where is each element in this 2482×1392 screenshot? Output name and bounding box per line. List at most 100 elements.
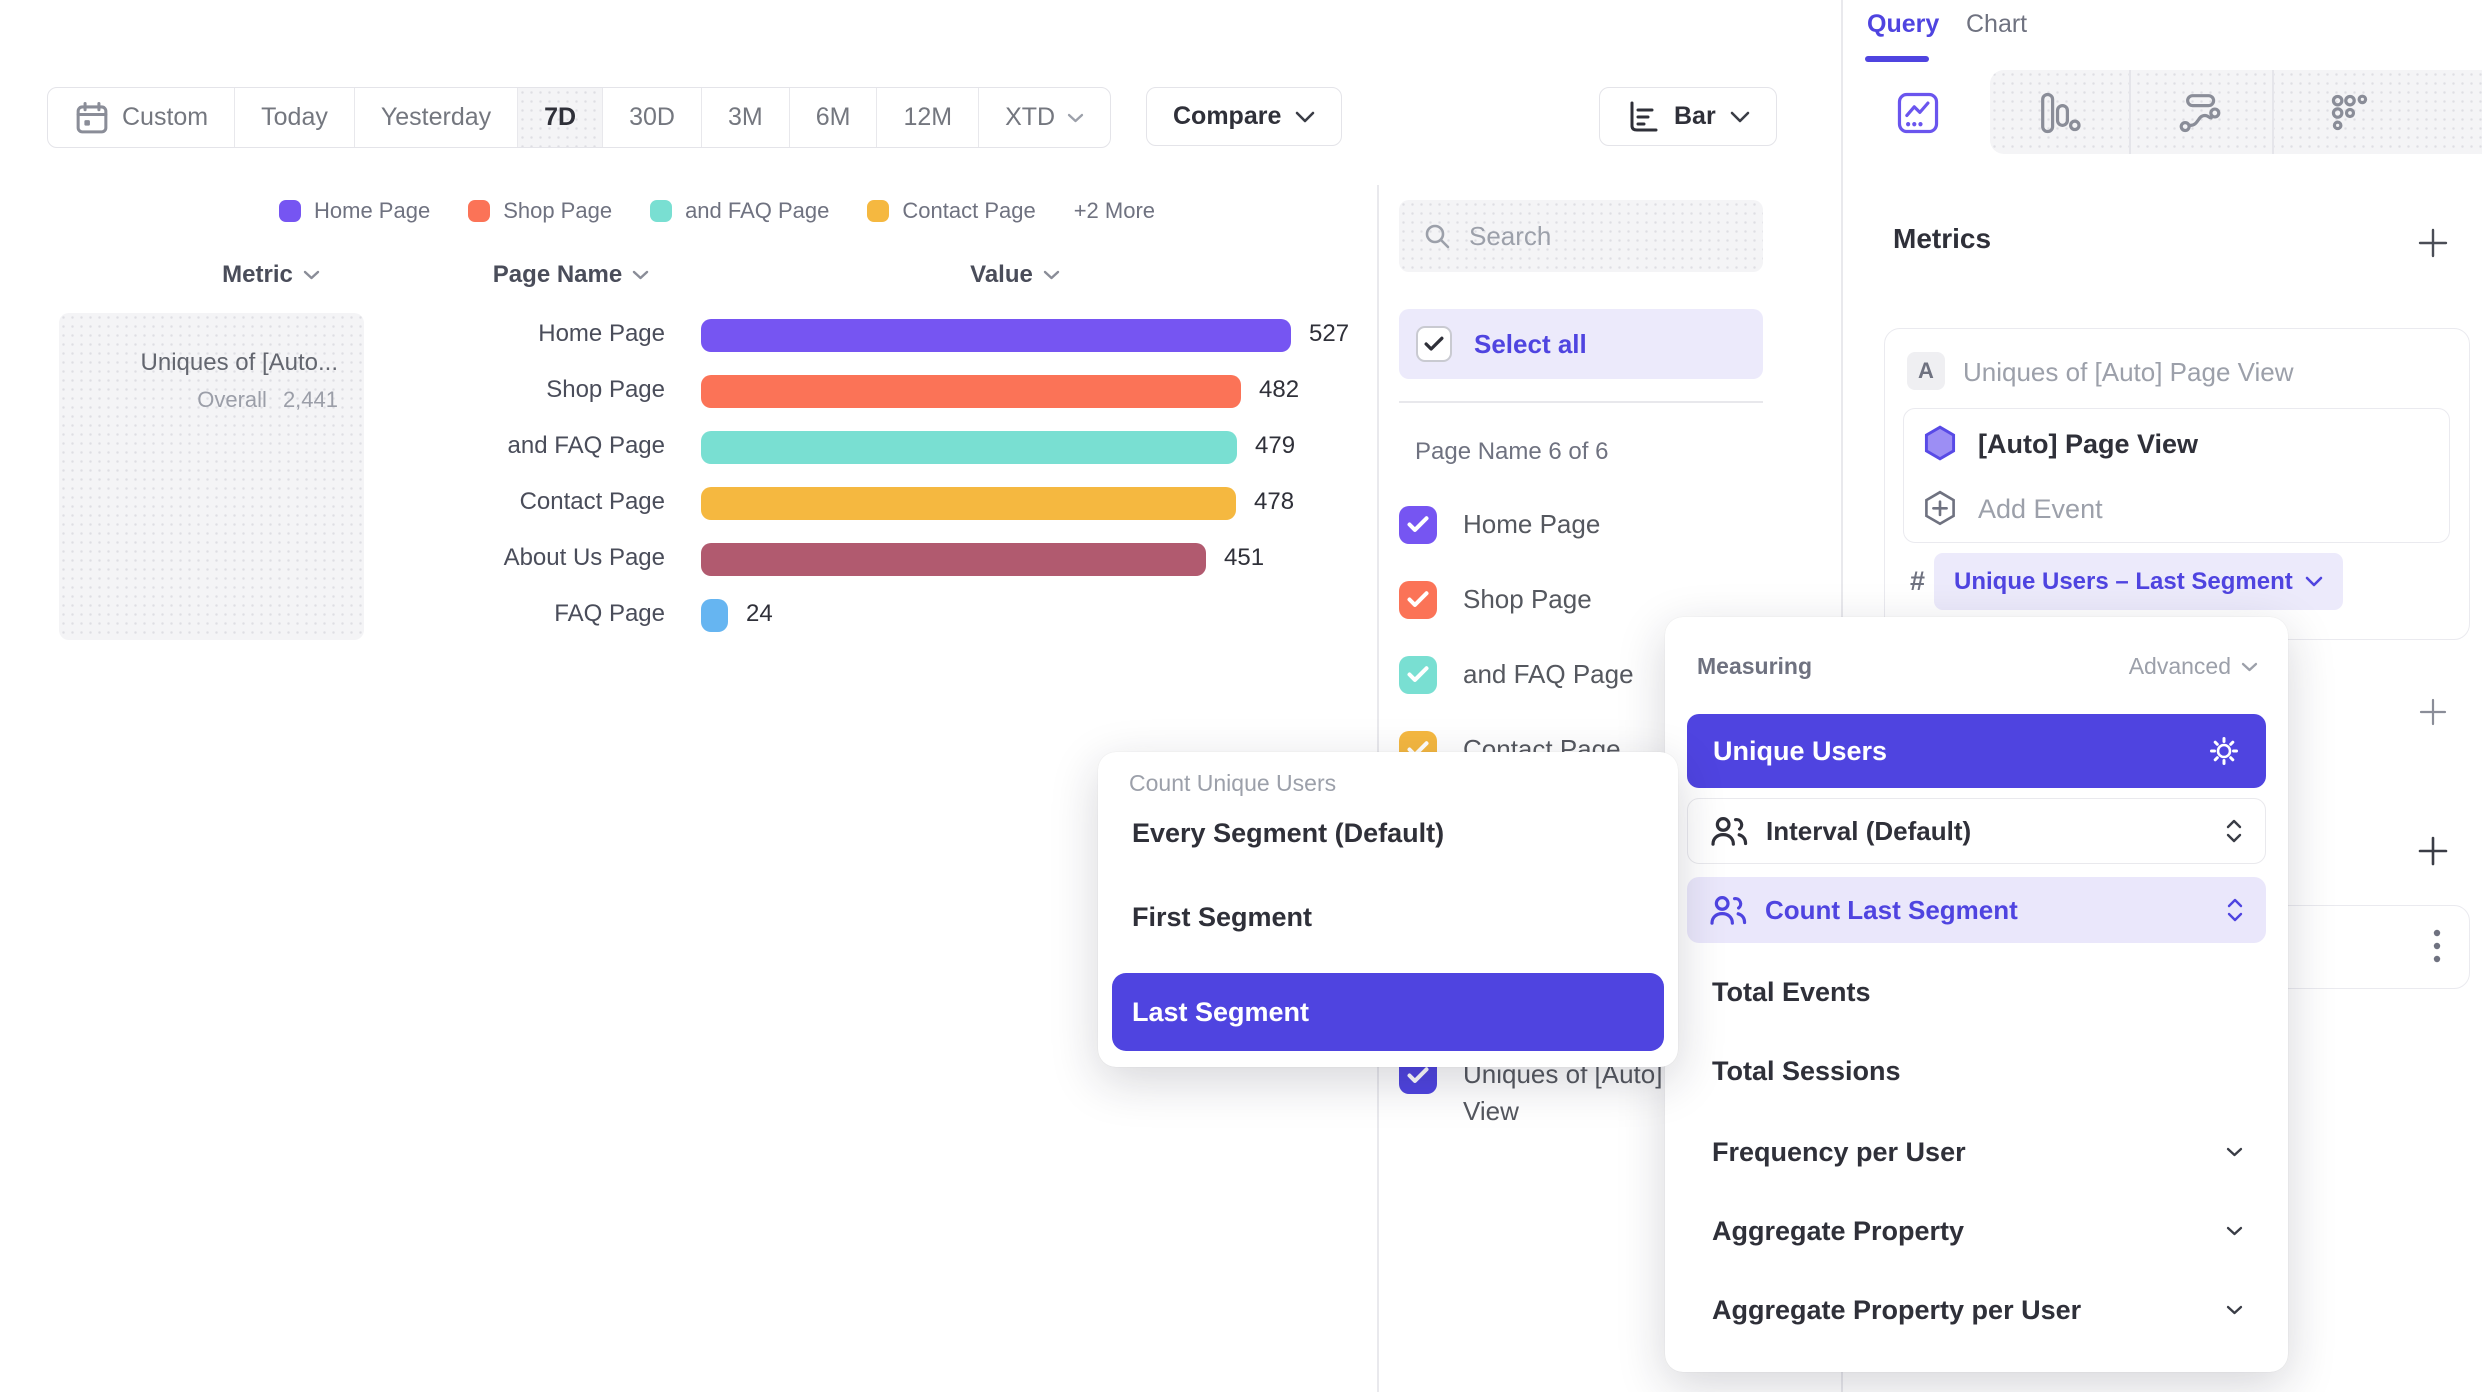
list-item-home-page[interactable]: Home Page (1399, 487, 1600, 562)
add-event-hexagon-icon (1925, 490, 1955, 526)
add-metric-button[interactable] (2416, 226, 2450, 260)
segment-search-input[interactable]: Search (1399, 200, 1763, 272)
chevron-down-icon (1730, 111, 1749, 122)
date-range-12m[interactable]: 12M (877, 88, 980, 147)
table-row[interactable]: Home Page 527 (380, 308, 1380, 364)
metric-row-label[interactable]: Uniques of [Auto] Page View (1963, 357, 2294, 387)
check-icon (1407, 1066, 1429, 1083)
segment-checkbox[interactable] (1399, 505, 1437, 544)
gear-icon[interactable] (2208, 735, 2240, 767)
measurement-pill[interactable]: Unique Users – Last Segment (1934, 553, 2343, 610)
segment-label: and FAQ Page (1463, 659, 1634, 689)
tab-retention[interactable] (2329, 92, 2371, 134)
search-icon (1425, 224, 1450, 249)
row-bar[interactable] (701, 319, 1291, 352)
date-range-3m[interactable]: 3M (702, 88, 790, 147)
users-icon (1711, 817, 1748, 846)
row-value: 451 (1224, 544, 1265, 571)
compare-button[interactable]: Compare (1146, 87, 1343, 146)
metric-summary-card[interactable]: Uniques of [Auto... Overall 2,441 (59, 313, 364, 640)
menu-item-frequency-per-user[interactable]: Frequency per User (1712, 1132, 2243, 1172)
add-breakdown-button[interactable] (2416, 834, 2450, 868)
metric-name: Uniques of [Auto... (140, 349, 338, 376)
date-range-custom[interactable]: Custom (48, 88, 236, 147)
tab-insights[interactable] (1897, 92, 1939, 134)
row-value: 482 (1259, 376, 1300, 403)
menu-item-aggregate-property-per-user[interactable]: Aggregate Property per User (1712, 1290, 2243, 1330)
chart-type-select[interactable]: Bar (1599, 87, 1777, 146)
column-header-value[interactable]: Value (920, 261, 1110, 289)
tab-query[interactable]: Query (1867, 10, 1940, 38)
row-bar[interactable] (701, 487, 1236, 520)
date-range-yesterday[interactable]: Yesterday (355, 88, 519, 147)
select-all-row[interactable]: Select all (1399, 309, 1763, 379)
segment-checkbox[interactable] (1399, 580, 1437, 619)
row-bar[interactable] (701, 431, 1237, 464)
legend-swatch (468, 200, 491, 222)
tab-flows[interactable] (2179, 92, 2221, 134)
menu-item-last-segment[interactable]: Last Segment (1112, 973, 1664, 1051)
measurement-hash: # (1910, 566, 1926, 596)
row-bar[interactable] (701, 599, 728, 632)
filter-divider (1399, 401, 1763, 403)
row-page-name: Shop Page (546, 376, 665, 403)
row-value: 24 (746, 600, 773, 627)
overall-label: Overall (197, 387, 267, 412)
chevron-down-icon (2226, 1147, 2243, 1157)
tab-chart[interactable]: Chart (1966, 10, 2028, 38)
table-row[interactable]: FAQ Page 24 (380, 588, 1380, 644)
menu-item-total-events[interactable]: Total Events (1712, 976, 1871, 1007)
row-bar[interactable] (701, 543, 1206, 576)
check-icon (1424, 336, 1444, 351)
column-header-metric[interactable]: Metric (176, 261, 366, 289)
chevron-down-icon (633, 270, 649, 280)
add-filter-button[interactable] (2418, 697, 2448, 727)
event-row[interactable]: [Auto] Page View (1922, 425, 2198, 463)
chevron-down-icon (1043, 270, 1060, 280)
menu-item-unique-users[interactable]: Unique Users (1687, 714, 2266, 788)
row-page-name: and FAQ Page (507, 432, 665, 459)
menu-item-every-segment-(default)[interactable]: Every Segment (Default) (1132, 818, 1445, 848)
select-all-checkbox[interactable] (1416, 326, 1452, 362)
metric-series-badge: A (1907, 352, 1945, 390)
date-range-30d[interactable]: 30D (603, 88, 702, 147)
row-value: 527 (1309, 320, 1350, 347)
legend-item: Home Page (279, 198, 430, 224)
metrics-heading: Metrics (1893, 223, 1992, 254)
menu-item-total-sessions[interactable]: Total Sessions (1712, 1055, 1901, 1086)
chart-legend: Home Page Shop Page and FAQ Page Contact… (279, 197, 1155, 225)
legend-item: Shop Page (468, 198, 612, 224)
date-range-6m[interactable]: 6M (790, 88, 878, 147)
tab-funnels[interactable] (2039, 92, 2081, 134)
event-hexagon-icon (1924, 425, 1956, 461)
row-page-name: Contact Page (519, 488, 665, 515)
table-row[interactable]: Contact Page 478 (380, 476, 1380, 532)
table-row[interactable]: Shop Page 482 (380, 364, 1380, 420)
menu-item-interval[interactable]: Interval (Default) (1687, 798, 2266, 864)
add-event-label: Add Event (1978, 493, 2103, 524)
active-tab-underline (1865, 56, 1929, 62)
date-range-xtd[interactable]: XTD (979, 88, 1110, 147)
date-range-7d[interactable]: 7D (518, 88, 604, 147)
table-row[interactable]: About Us Page 451 (380, 532, 1380, 588)
row-page-name: About Us Page (503, 544, 665, 571)
kebab-menu-icon[interactable] (2432, 925, 2442, 967)
row-page-name: FAQ Page (554, 600, 665, 627)
row-bar[interactable] (701, 375, 1241, 408)
bar-chart-icon (1630, 101, 1658, 131)
advanced-toggle[interactable]: Advanced (2129, 653, 2258, 680)
menu-item-first-segment[interactable]: First Segment (1132, 902, 1313, 932)
overall-value: 2,441 (282, 387, 338, 412)
list-item-shop-page[interactable]: Shop Page (1399, 562, 1592, 637)
segment-checkbox[interactable] (1399, 655, 1437, 694)
legend-more[interactable]: +2 More (1073, 198, 1156, 223)
compare-label: Compare (1173, 102, 1282, 130)
menu-item-count-last-segment[interactable]: Count Last Segment (1687, 877, 2266, 943)
date-range-today[interactable]: Today (235, 88, 355, 147)
table-row[interactable]: and FAQ Page 479 (380, 420, 1380, 476)
add-event-row[interactable]: Add Event (1922, 490, 2103, 528)
list-item-and-faq-page[interactable]: and FAQ Page (1399, 637, 1634, 712)
menu-item-aggregate-property[interactable]: Aggregate Property (1712, 1211, 2243, 1251)
column-header-page-name[interactable]: Page Name (456, 261, 686, 289)
legend-swatch (650, 200, 673, 222)
